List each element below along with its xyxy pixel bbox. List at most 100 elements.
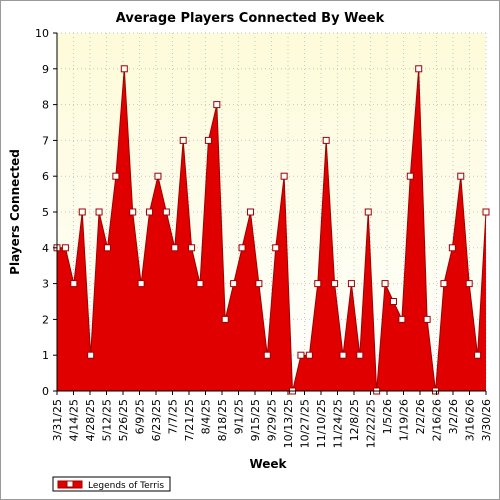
data-point [179, 136, 187, 144]
x-tick-label: 5/26/25 [117, 399, 130, 441]
data-point [331, 280, 339, 288]
x-tick-label: 9/15/25 [249, 399, 262, 441]
data-point [381, 280, 389, 288]
x-tick-label: 2/2/26 [414, 399, 427, 434]
x-tick-label: 6/9/25 [134, 399, 147, 434]
data-point [95, 208, 103, 216]
x-tick-label: 8/18/25 [216, 399, 229, 441]
x-tick-labels: 3/31/25 4/14/25 4/28/25 5/12/25 5/26/25 6/9/2… [51, 399, 493, 448]
series-line [57, 68, 487, 392]
data-point [146, 208, 154, 216]
y-tick-label: 8 [42, 99, 49, 112]
data-point [188, 244, 196, 252]
x-tick-label: 12/8/25 [348, 399, 361, 441]
data-point [196, 280, 204, 288]
x-tick-label: 2/16/26 [431, 399, 444, 441]
y-tick-label: 6 [42, 170, 49, 183]
series-area [57, 68, 486, 392]
data-point [398, 315, 406, 323]
data-point [154, 172, 162, 180]
data-point [230, 280, 238, 288]
x-tick-label: 10/13/25 [282, 399, 295, 448]
data-point [406, 172, 414, 180]
data-point [162, 208, 170, 216]
x-tick-label: 3/16/26 [464, 399, 477, 441]
data-point [255, 280, 263, 288]
data-point [204, 136, 212, 144]
data-point [440, 280, 448, 288]
data-point [474, 351, 482, 359]
x-tick-label: 4/28/25 [84, 399, 97, 441]
y-tick-label: 3 [42, 278, 49, 291]
data-point [70, 280, 78, 288]
chart-title: Average Players Connected By Week [116, 11, 385, 26]
data-point [280, 172, 288, 180]
data-point [457, 172, 465, 180]
data-point [129, 208, 137, 216]
data-point [322, 136, 330, 144]
legend-marker [66, 480, 74, 488]
x-tick-label: 6/23/25 [150, 399, 163, 441]
y-tick-label: 4 [42, 242, 49, 255]
data-point [213, 101, 221, 109]
y-tick-label: 7 [42, 134, 49, 147]
axes [53, 32, 487, 395]
data-point [356, 351, 364, 359]
data-point [78, 208, 86, 216]
data-point [364, 208, 372, 216]
data-point [305, 351, 313, 359]
legend-label: Legends of Terris [88, 481, 164, 491]
legend: Legends of Terris [52, 476, 171, 492]
y-tick-label: 1 [42, 349, 49, 362]
data-point [448, 244, 456, 252]
data-point [221, 315, 229, 323]
x-tick-label: 9/1/25 [233, 399, 246, 434]
data-point [103, 244, 111, 252]
x-tick-label: 1/19/26 [398, 399, 411, 441]
x-tick-label: 3/31/25 [51, 399, 64, 441]
x-tick-label: 7/21/25 [183, 399, 196, 441]
x-tick-label: 8/4/25 [200, 399, 213, 434]
x-tick-label: 10/27/25 [299, 399, 312, 448]
y-tick-label: 2 [42, 313, 49, 326]
x-tick-label: 1/5/26 [381, 399, 394, 434]
x-tick-label: 3/30/26 [480, 399, 493, 441]
data-point [246, 208, 254, 216]
x-axis-title: Week [249, 457, 287, 471]
data-point [297, 351, 305, 359]
x-tick-label: 5/12/25 [101, 399, 114, 441]
data-point [171, 244, 179, 252]
y-tick-labels: 0 1 2 3 4 5 6 7 8 9 10 [35, 27, 49, 398]
data-point [314, 280, 322, 288]
data-point [272, 244, 280, 252]
y-tick-label: 0 [42, 385, 49, 398]
data-point [423, 315, 431, 323]
x-tick-label: 11/10/25 [315, 399, 328, 448]
x-tick-label: 9/29/25 [266, 399, 279, 441]
x-tick-label: 4/14/25 [68, 399, 81, 441]
data-point [238, 244, 246, 252]
data-point [137, 280, 145, 288]
data-point [389, 298, 397, 305]
data-point [465, 280, 473, 288]
x-tick-label: 11/24/25 [332, 399, 345, 448]
data-point [263, 351, 271, 359]
data-point [87, 351, 95, 359]
x-tick-label: 7/7/25 [167, 399, 180, 434]
x-tick-label: 3/2/26 [447, 399, 460, 434]
area-series [57, 68, 487, 392]
data-point [61, 244, 69, 252]
y-tick-label: 5 [42, 206, 49, 219]
x-tick-label: 12/22/25 [365, 399, 378, 448]
data-point [347, 280, 355, 288]
y-tick-label: 9 [42, 63, 49, 76]
data-point [482, 208, 490, 216]
series-markers [53, 65, 490, 395]
data-point [112, 172, 120, 180]
y-axis-title: Players Connected [8, 149, 22, 275]
data-point [339, 351, 347, 359]
y-tick-label: 10 [35, 27, 49, 40]
data-point [120, 65, 128, 73]
data-point [415, 65, 423, 73]
